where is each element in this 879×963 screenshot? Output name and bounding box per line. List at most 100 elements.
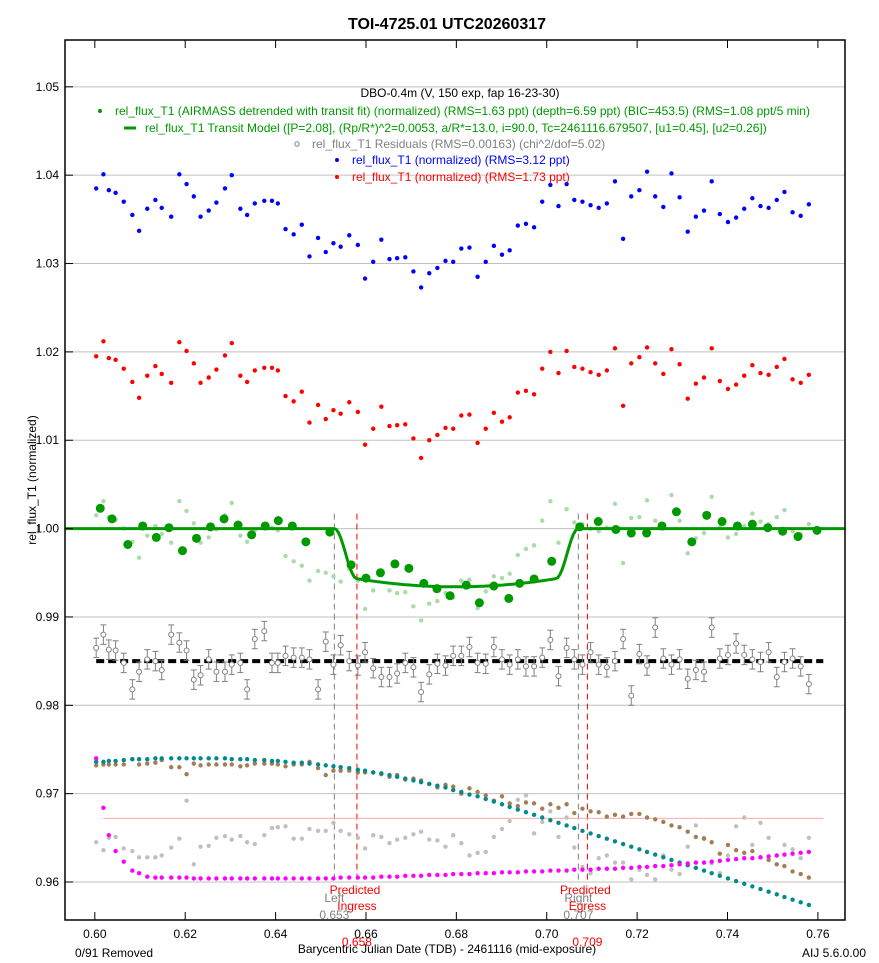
data-point (499, 802, 505, 807)
residual-marker (346, 658, 353, 665)
data-point (629, 865, 634, 871)
x-tick-label: 0.74 (716, 927, 740, 941)
binned-point (404, 563, 414, 573)
data-point (637, 811, 642, 817)
residual-point (620, 628, 627, 650)
data-point (379, 834, 384, 840)
binned-point (219, 514, 229, 524)
data-point (443, 785, 448, 790)
data-point (168, 764, 174, 770)
data-point (604, 814, 610, 819)
data-point (106, 762, 112, 767)
data-point (685, 229, 690, 234)
binned-point (702, 510, 712, 520)
data-point (229, 756, 234, 762)
data-point (101, 172, 106, 177)
binned-point (626, 528, 636, 538)
residual-point (221, 661, 228, 682)
residual-point (354, 655, 361, 676)
data-point (206, 762, 211, 767)
data-point (701, 375, 707, 380)
data-point (483, 793, 488, 798)
data-point (238, 833, 243, 839)
binned-point (671, 507, 681, 517)
data-point (387, 256, 392, 262)
data-point (323, 772, 328, 778)
residual-marker (611, 658, 618, 665)
legend-marker-dot (98, 109, 102, 113)
transit-markers: Left 0.653 Predicted Ingress 0.658 Right 0.707… (319, 513, 611, 949)
residual-point (716, 648, 723, 669)
residual-point (563, 637, 570, 659)
data-point (572, 520, 577, 525)
data-point (121, 859, 126, 864)
data-point (355, 875, 361, 880)
data-point (499, 252, 505, 257)
data-point (758, 370, 763, 376)
binned-point (747, 519, 757, 529)
data-point (403, 873, 408, 879)
data-point (136, 870, 142, 876)
data-point (443, 425, 448, 431)
residual-marker (322, 638, 329, 645)
residual-point (378, 666, 385, 688)
data-point (564, 506, 569, 512)
data-point (159, 531, 164, 537)
data-point (411, 873, 416, 879)
residual-point (539, 647, 546, 668)
residual-marker (158, 666, 165, 673)
data-point (774, 364, 779, 370)
data-point (153, 363, 158, 369)
data-point (435, 838, 440, 843)
binned-point (575, 522, 585, 532)
residual-point (708, 617, 715, 638)
binned-point (123, 539, 133, 549)
binned-point (206, 522, 216, 532)
data-point (693, 823, 699, 828)
data-point (758, 855, 763, 860)
data-point (93, 756, 99, 761)
data-point (774, 892, 779, 897)
data-point (644, 872, 650, 878)
data-point (725, 857, 731, 863)
data-point (153, 855, 158, 860)
residual-marker (105, 646, 112, 653)
x-tick-label: 0.72 (625, 927, 649, 941)
binned-point (611, 524, 621, 534)
chart-title: TOI-4725.01 UTC20260317 (348, 16, 546, 33)
residual-marker (595, 661, 602, 668)
data-point (725, 386, 731, 392)
data-point (275, 876, 281, 881)
data-point (580, 867, 585, 872)
data-point (644, 498, 650, 503)
data-point (244, 212, 250, 218)
data-point (101, 499, 106, 504)
data-point (269, 876, 275, 881)
data-point (677, 518, 682, 523)
data-point (531, 812, 537, 818)
data-point (238, 756, 243, 762)
residual-marker (354, 662, 361, 669)
data-point (331, 876, 336, 881)
series-comparison-magenta (93, 756, 812, 881)
residual-point (282, 645, 289, 667)
residual-marker (498, 656, 505, 663)
data-point (596, 529, 601, 534)
left-value: 0.653 (319, 908, 349, 922)
legend-label: rel_flux_T1 (AIRMASS detrended with tran… (115, 104, 810, 118)
data-point (244, 876, 250, 881)
data-point (540, 815, 545, 820)
data-point (612, 860, 618, 865)
data-point (782, 189, 787, 195)
data-point (177, 172, 182, 177)
data-point (677, 195, 682, 200)
data-point (307, 826, 312, 832)
residual-point (458, 645, 465, 667)
data-point (427, 601, 432, 606)
data-point (499, 870, 505, 875)
data-point (709, 859, 714, 864)
data-point (742, 881, 747, 886)
series-rel-flux-t1-normalized-red (93, 339, 812, 461)
x-tick-label: 0.76 (806, 927, 830, 941)
